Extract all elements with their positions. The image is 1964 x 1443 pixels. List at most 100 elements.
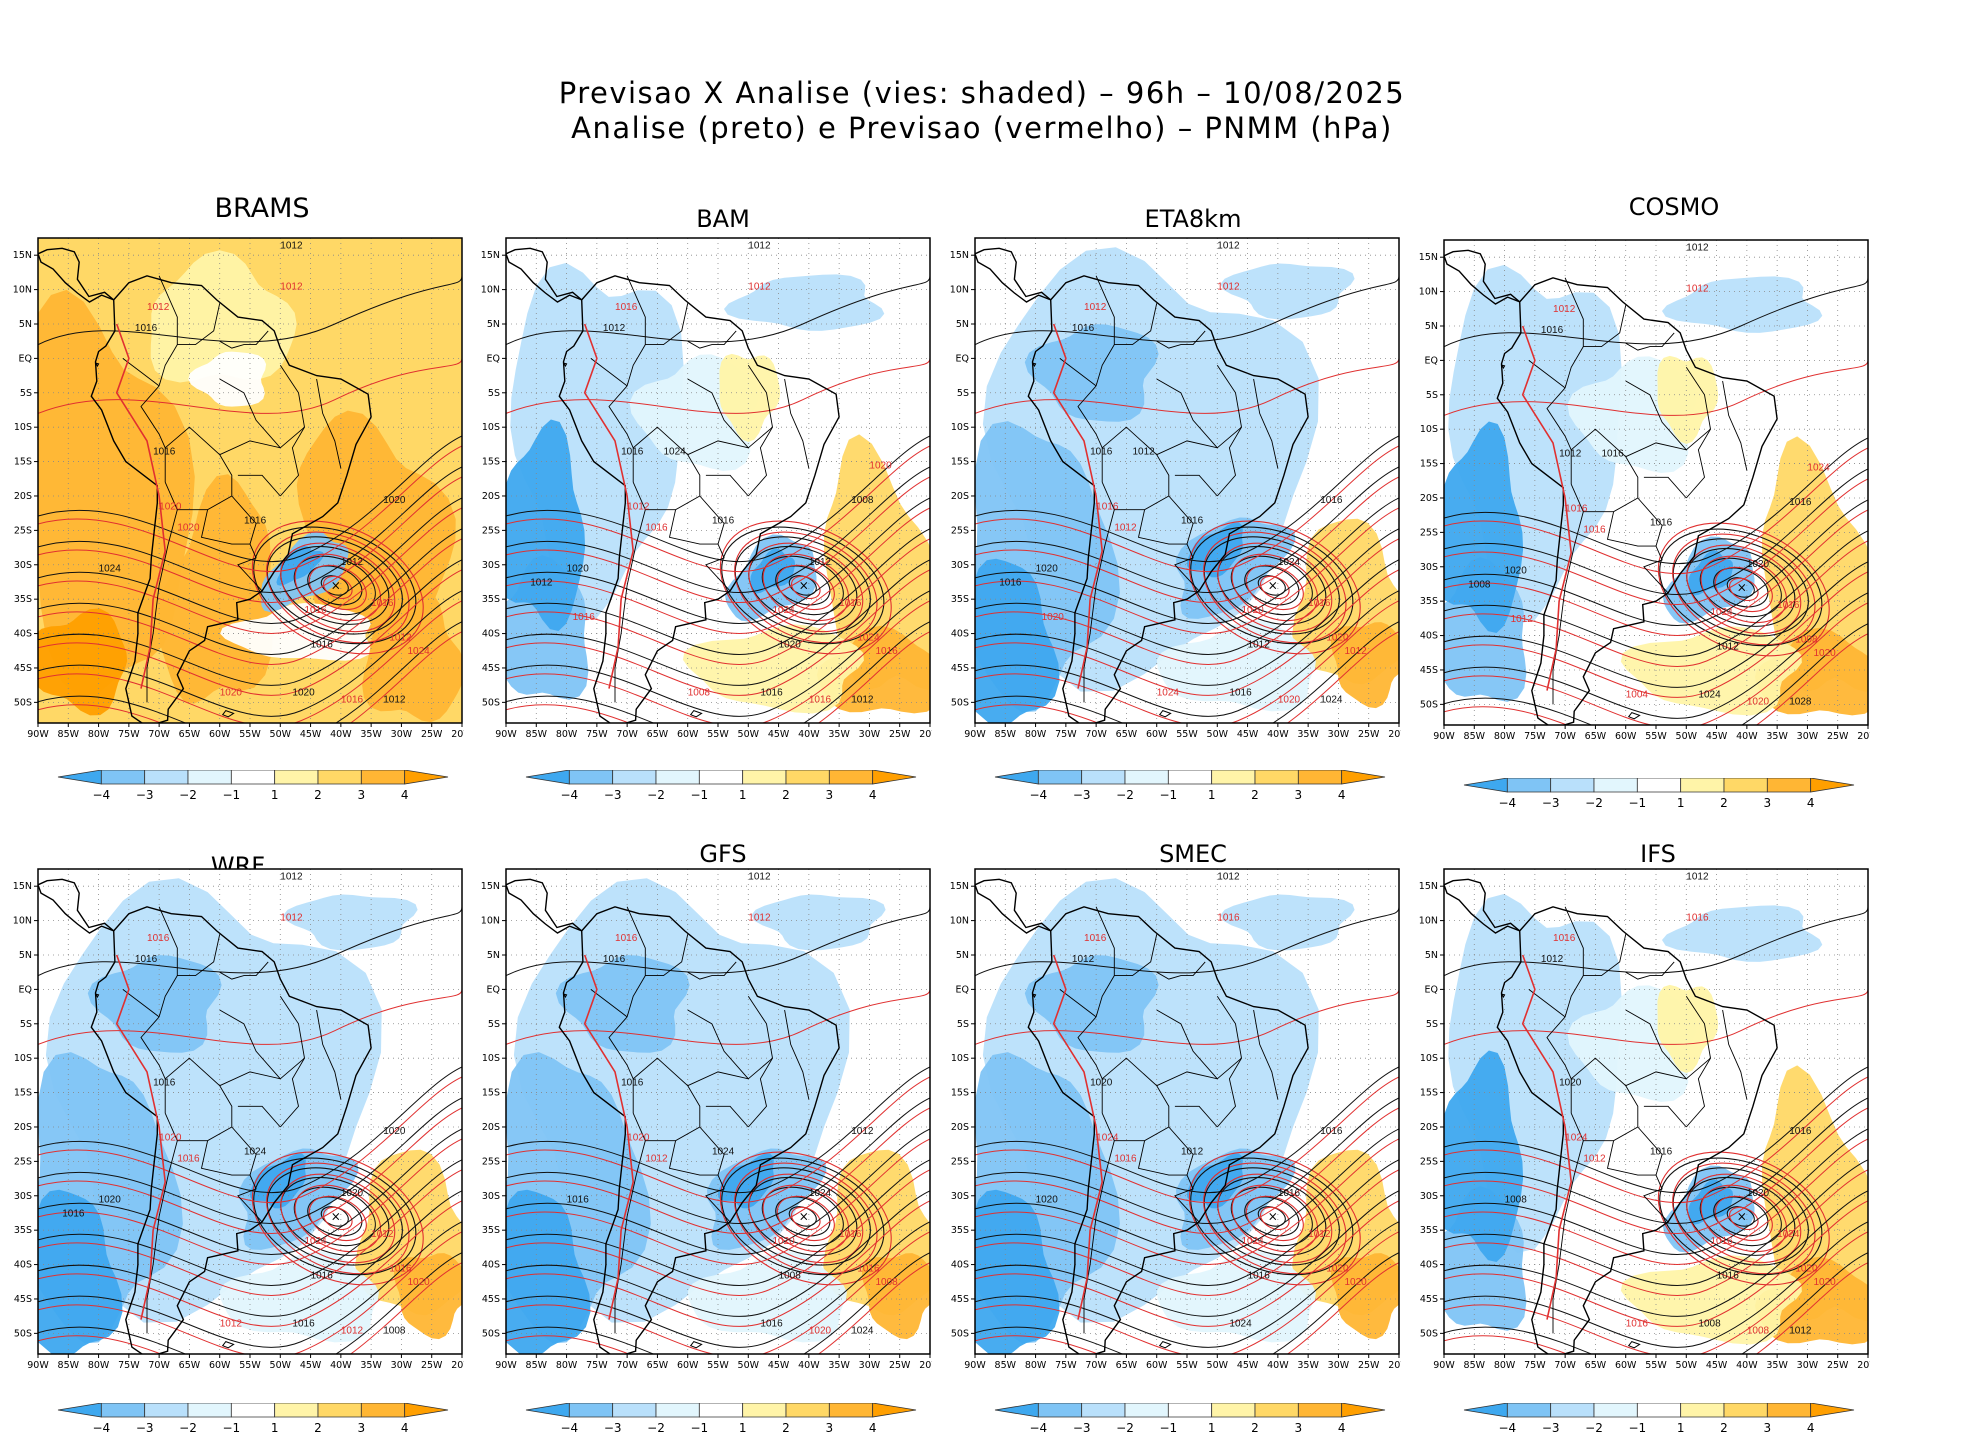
lon-label: 70W (616, 729, 638, 740)
lat-label: 15N (1419, 881, 1438, 892)
isobar-label: 1020 (1242, 605, 1265, 616)
lon-label: 65W (179, 729, 201, 740)
colorbar-swatch (230, 769, 276, 785)
bias-shading (687, 1251, 847, 1343)
lat-label: 35S (14, 594, 32, 605)
isobar-label: 1016 (1229, 687, 1252, 698)
isobar-label: 1012 (809, 557, 832, 568)
isobar-label: 1016 (389, 1263, 412, 1274)
lon-label: 70W (1554, 731, 1576, 742)
svg-text:×: × (799, 578, 809, 592)
colorbar-swatch (1593, 1402, 1638, 1418)
lon-label: 55W (707, 729, 729, 740)
colorbar-label: −1 (1628, 796, 1646, 810)
lon-label: 30W (1797, 731, 1819, 742)
lon-label: 90W (27, 1360, 49, 1371)
colorbar-swatch (1680, 777, 1725, 793)
lat-label: 10S (1420, 424, 1438, 435)
lat-label: 45S (951, 663, 969, 674)
colorbar-label: 2 (1251, 788, 1259, 802)
svg-text:×: × (1268, 578, 1278, 592)
lon-label: 75W (1524, 731, 1546, 742)
lon-label: 45W (1237, 729, 1259, 740)
colorbar-swatch (655, 769, 700, 785)
lat-label: 35S (482, 1225, 500, 1236)
lon-label: 45W (768, 729, 790, 740)
isobar-label: 1008 (779, 1270, 802, 1281)
isobar-label: 1016 (875, 646, 898, 657)
lat-label: 30S (14, 560, 32, 571)
isobar-label: 1012 (1217, 282, 1240, 293)
map-frame: × 1012 1016 1012 1016 1020 1024 1012 1016 1020 102… (937, 857, 1401, 1374)
isobar-label: 1016 (135, 954, 158, 965)
colorbar-swatch (1766, 777, 1812, 793)
lat-label: 35S (951, 1225, 969, 1236)
colorbar-label: −3 (136, 788, 154, 802)
lon-label: 40W (330, 729, 352, 740)
isobar-label: 1016 (1278, 1188, 1301, 1199)
bias-shading (362, 589, 462, 723)
isobar-label: 1012 (1344, 646, 1367, 657)
colorbar-label: 2 (1251, 1421, 1259, 1435)
lon-label: 80W (1025, 1360, 1047, 1371)
isobar-label: 1016 (292, 1318, 315, 1329)
colorbar-label: −4 (92, 788, 110, 802)
colorbar-swatch (1550, 777, 1595, 793)
lon-label: 55W (239, 729, 261, 740)
lat-label: 15N (13, 250, 32, 261)
isobar-label: 1024 (712, 1146, 735, 1157)
coastline (38, 878, 372, 1354)
lat-label: 50S (951, 697, 969, 708)
colorbar-swatch (1766, 1402, 1812, 1418)
lat-label: 20S (14, 491, 32, 502)
lon-label: 20W (451, 729, 464, 740)
lon-label: 45W (300, 729, 322, 740)
isobar-label: 1016 (1096, 502, 1119, 513)
lat-label: 5S (1426, 1019, 1438, 1030)
colorbar-swatch (1636, 1402, 1682, 1418)
lon-label: 50W (270, 729, 292, 740)
lon-label: 70W (1085, 1360, 1107, 1371)
lat-label: 50S (482, 1328, 500, 1339)
bias-shading (1444, 421, 1524, 633)
lat-label: 25S (1420, 1156, 1438, 1167)
lat-label: 45S (1420, 1294, 1438, 1305)
coastline (506, 878, 840, 1354)
isobar-label: 1012 (1084, 302, 1107, 313)
isobar-label: 1012 (1072, 954, 1095, 965)
lat-label: 5N (19, 319, 32, 330)
lat-label: 45S (951, 1294, 969, 1305)
isobar-label: 1016 (1217, 913, 1240, 924)
colorbar-swatch (1124, 769, 1169, 785)
colorbar-label: 3 (826, 1421, 834, 1435)
isobar-label: 1016 (1583, 524, 1606, 535)
lat-label: 40S (482, 1260, 500, 1271)
lat-label: 50S (1420, 1328, 1438, 1339)
lat-label: EQ (487, 353, 500, 364)
lat-label: 40S (14, 629, 32, 640)
colorbar-swatch (1723, 777, 1768, 793)
isobar-label: 1020 (159, 502, 182, 513)
colorbar-swatch (1550, 1402, 1595, 1418)
isobar-label: 1024 (244, 1146, 267, 1157)
lat-label: 10N (13, 916, 32, 927)
colorbar-swatch (828, 1402, 874, 1418)
colorbar-label: 4 (869, 788, 877, 802)
colorbar: −4 −3 −2 −1 1 2 3 4 (524, 769, 918, 810)
colorbar-label: −3 (136, 1421, 154, 1435)
isobar-label: 1016 (603, 954, 626, 965)
lat-label: 45S (482, 663, 500, 674)
lat-label: 5N (956, 319, 969, 330)
bias-shading (506, 419, 586, 631)
isobar-label: 1016 (839, 1229, 862, 1240)
colorbar-swatch (1810, 777, 1855, 793)
coastline (506, 247, 840, 723)
lat-label: 40S (951, 1260, 969, 1271)
isobar-label: 1024 (407, 646, 430, 657)
bias-shading (1762, 1065, 1868, 1322)
lat-label: 10N (1419, 287, 1438, 298)
lat-label: 40S (482, 629, 500, 640)
isobar-label: 1020 (627, 1133, 650, 1144)
lon-label: 25W (1827, 731, 1849, 742)
isobar-label: 1020 (1813, 648, 1836, 659)
